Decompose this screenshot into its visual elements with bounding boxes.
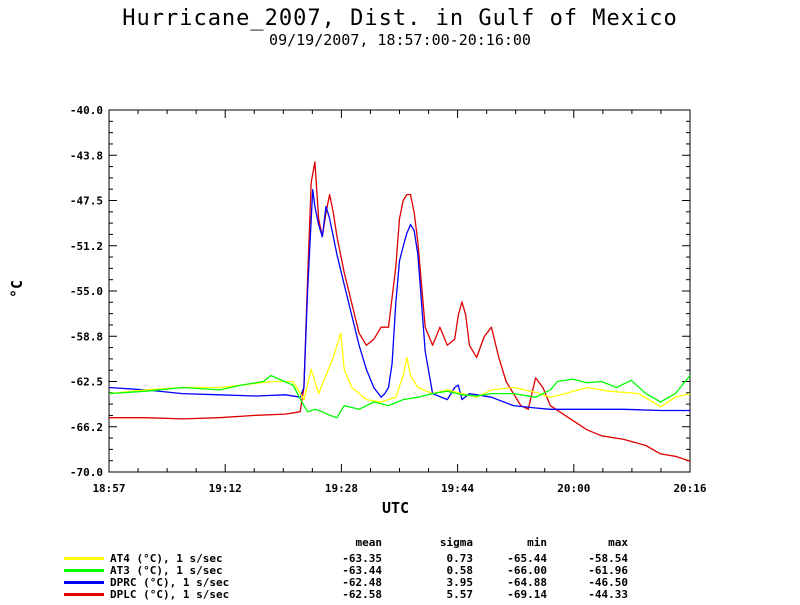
stats-row-dplc: DPLC (°C), 1 s/sec -62.58 5.57 -69.14 -4… <box>0 588 800 601</box>
stat-mean: -62.48 <box>342 576 382 589</box>
series-line-at4 <box>108 332 691 408</box>
stat-sigma: 0.73 <box>446 552 474 565</box>
x-tick-label: 20:16 <box>673 482 706 495</box>
legend-label-dplc: DPLC (°C), 1 s/sec <box>110 588 230 601</box>
chart-subtitle: 09/19/2007, 18:57:00-20:16:00 <box>269 31 531 49</box>
y-tick-label: -51.2 <box>70 240 103 253</box>
legend-swatch-dprc <box>64 581 104 584</box>
y-tick-label: -66.2 <box>70 421 103 434</box>
series-line-dplc <box>109 161 691 462</box>
chart-title: Hurricane_2007, Dist. in Gulf of Mexico <box>122 6 678 31</box>
y-tick-label: -47.5 <box>70 195 103 208</box>
x-axis-label: UTC <box>382 499 410 517</box>
legend-label-at3: AT3 (°C), 1 s/sec <box>110 564 223 577</box>
legend-swatch-dplc <box>64 593 104 596</box>
legend-label-at4: AT4 (°C), 1 s/sec <box>110 552 223 565</box>
x-tick-label: 18:57 <box>92 482 125 495</box>
stat-mean: -63.35 <box>342 552 382 565</box>
y-tick-label: -40.0 <box>70 104 103 117</box>
x-tick-label: 20:00 <box>557 482 590 495</box>
plot-frame <box>108 109 691 473</box>
plot-area: -40.0 -43.8 -47.5 -51.2 -55.0 -58.8 -62.5 -66.2… <box>70 104 707 495</box>
legend-label-dprc: DPRC (°C), 1 s/sec <box>110 576 230 589</box>
y-tick-label: -70.0 <box>70 466 103 479</box>
stat-mean: -63.44 <box>342 564 382 577</box>
stats-header-max: max <box>608 536 628 549</box>
stats-header-sigma: sigma <box>439 536 473 549</box>
y-tick-label: -62.5 <box>70 376 103 389</box>
stats-header-min: min <box>527 536 547 549</box>
stats-row-at3: AT3 (°C), 1 s/sec -63.44 0.58 -66.00 -61… <box>0 564 800 577</box>
stat-max: -46.50 <box>588 576 628 589</box>
stat-mean: -62.58 <box>342 588 382 601</box>
y-tick-label: -43.8 <box>70 149 103 162</box>
x-tick-label: 19:44 <box>441 482 474 495</box>
series-line-at3 <box>108 374 691 419</box>
stats-row-at4: AT4 (°C), 1 s/sec -63.35 0.73 -65.44 -58… <box>0 552 800 565</box>
stat-min: -69.14 <box>507 588 547 601</box>
stat-max: -44.33 <box>588 588 628 601</box>
stat-min: -65.44 <box>507 552 547 565</box>
legend-swatch-at4 <box>64 557 104 560</box>
stat-max: -58.54 <box>588 552 628 565</box>
stat-sigma: 3.95 <box>446 576 474 589</box>
y-axis-label: °C <box>8 279 27 299</box>
stats-row-dprc: DPRC (°C), 1 s/sec -62.48 3.95 -64.88 -4… <box>0 576 800 589</box>
stat-sigma: 5.57 <box>446 588 474 601</box>
stat-max: -61.96 <box>588 564 628 577</box>
legend-swatch-at3 <box>64 569 104 572</box>
x-tick-label: 19:28 <box>325 482 358 495</box>
stat-sigma: 0.58 <box>446 564 474 577</box>
y-tick-label: -58.8 <box>70 330 103 343</box>
stats-header-mean: mean <box>355 536 383 549</box>
y-tick-label: -55.0 <box>70 285 103 298</box>
x-tick-label: 19:12 <box>209 482 242 495</box>
stat-min: -66.00 <box>507 564 547 577</box>
stat-min: -64.88 <box>507 576 547 589</box>
